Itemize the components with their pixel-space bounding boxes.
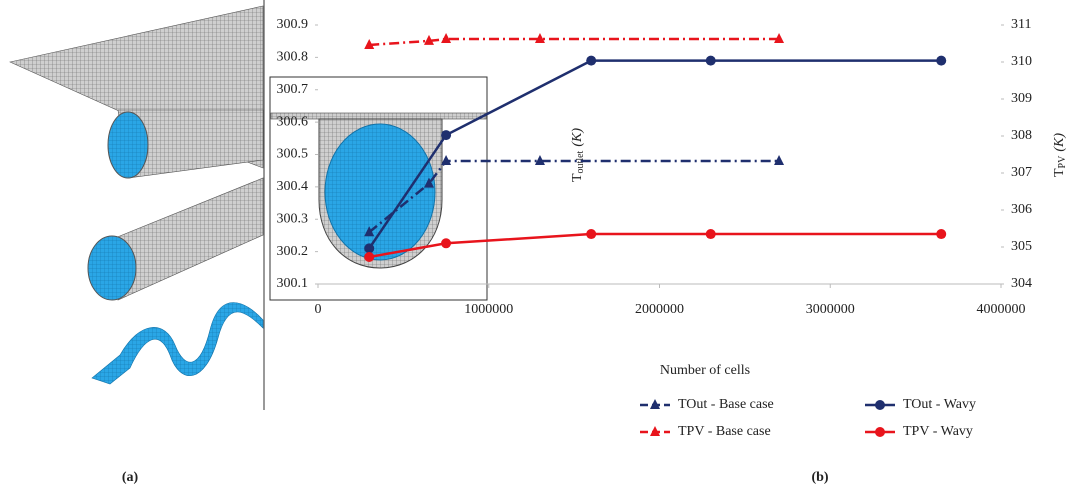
y2-tick-label: 304 xyxy=(1011,276,1032,291)
x-axis-label: Number of cells xyxy=(660,363,750,378)
y2-axis-label: TPV(K) xyxy=(1052,133,1068,177)
y2-tick-label: 310 xyxy=(1011,54,1032,69)
x-tick-label: 2000000 xyxy=(635,302,684,317)
marker xyxy=(364,252,374,262)
marker xyxy=(586,229,596,239)
y2-label-unit: (K) xyxy=(1052,133,1067,152)
y-tick-label: 300.7 xyxy=(277,82,309,97)
marker xyxy=(441,238,451,248)
marker xyxy=(875,427,885,437)
y2-tick-label: 309 xyxy=(1011,91,1032,106)
y-tick-label: 300.5 xyxy=(277,147,309,162)
marker xyxy=(875,400,885,410)
y2-tick-label: 305 xyxy=(1011,239,1032,254)
panel-label: (a) xyxy=(122,470,139,485)
legend-label: TPV - Wavy xyxy=(903,424,973,439)
y2-tick-label: 306 xyxy=(1011,202,1032,217)
figure: (a) (b) Number of cells Toutlet(K) TPV(K… xyxy=(0,0,1079,489)
marker xyxy=(936,229,946,239)
x-tick-label: 1000000 xyxy=(464,302,513,317)
marker xyxy=(936,56,946,66)
y2-tick-label: 311 xyxy=(1011,17,1031,32)
y-tick-label: 300.2 xyxy=(277,244,309,259)
y2-tick-label: 308 xyxy=(1011,128,1032,143)
legend-label: TOut - Wavy xyxy=(903,397,976,412)
y-tick-label: 300.8 xyxy=(277,50,309,65)
legend-label: TOut - Base case xyxy=(678,397,774,412)
y-tick-label: 300.4 xyxy=(277,179,309,194)
y-axis-label: Toutlet(K) xyxy=(570,128,586,182)
marker xyxy=(441,130,451,140)
mesh-illustration xyxy=(10,0,487,410)
y2-tick-label: 307 xyxy=(1011,165,1032,180)
y-tick-label: 300.6 xyxy=(277,114,309,129)
y-label-unit: (K) xyxy=(570,128,585,147)
marker xyxy=(706,229,716,239)
y2-label-subscript: PV xyxy=(1057,155,1068,169)
y-tick-label: 300.1 xyxy=(277,276,309,291)
marker xyxy=(706,56,716,66)
legend-label: TPV - Base case xyxy=(678,424,771,439)
x-tick-label: 4000000 xyxy=(977,302,1026,317)
x-tick-label: 3000000 xyxy=(806,302,855,317)
marker xyxy=(364,243,374,253)
y-tick-label: 300.9 xyxy=(277,17,309,32)
y-tick-label: 300.3 xyxy=(277,211,309,226)
panel-label: (b) xyxy=(811,470,828,485)
marker xyxy=(586,56,596,66)
x-tick-label: 0 xyxy=(315,302,322,317)
